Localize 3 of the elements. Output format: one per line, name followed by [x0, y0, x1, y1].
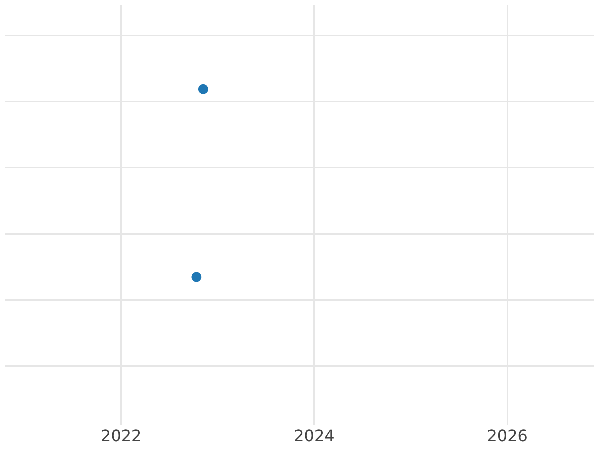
x-tick-label: 2024 [294, 426, 335, 446]
x-tick-label: 2022 [101, 426, 142, 446]
x-tick-label: 2026 [487, 426, 528, 446]
